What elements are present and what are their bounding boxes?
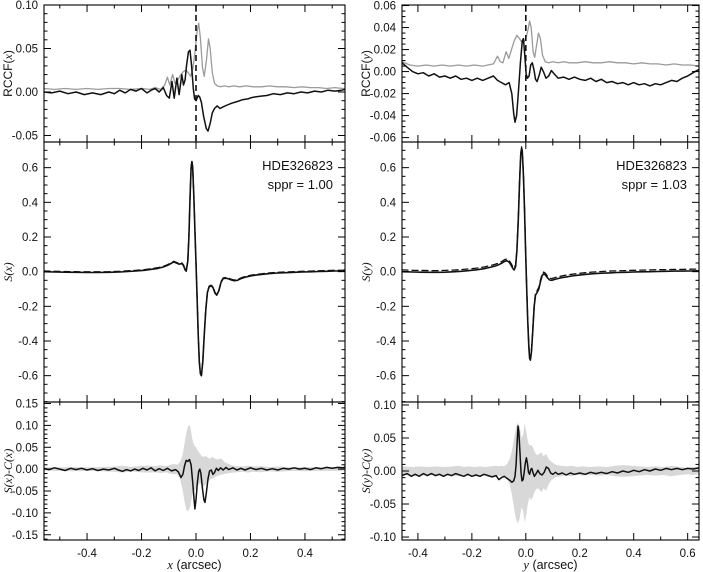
resid-x-xtick-label: 0.2 [242,548,258,560]
rccf-y-ytick-label: 0.02 [374,45,396,57]
resid-x-xtick-label: -0.4 [77,548,97,560]
rccf-x-reference-gray [44,22,345,91]
rccf-y-black [402,37,699,123]
s-x-ytick-label: 0.0 [22,267,38,279]
resid-x-xtick-label: 0.4 [297,548,314,560]
s-y-ytick-label: 0.2 [380,232,396,244]
s-x-ytick-label: -0.2 [18,301,38,313]
rccf-y-ytick-label: 0.06 [374,1,396,13]
rccf-y-ytick-label: -0.06 [370,133,396,145]
panel-resid-x: 0.15 0.10 0.05 0.00 -0.05 -0.10 -0.15 -0.4 -0.2 0… [1,399,346,572]
rccf-y-ytick-label: 0.00 [374,67,396,79]
rccf-x-ytick-label: 0.00 [16,87,38,99]
resid-y-axis-label-x: y (arcsec) [521,558,577,572]
s-y-ytick-label: 0.6 [380,163,396,175]
resid-x-ytick-label: 0.00 [16,464,38,476]
rccf-x-border [43,4,346,143]
s-x-axis-label-y: S(x) [1,262,15,281]
s-x-annotation: HDE326823 [262,158,333,173]
resid-y-xtick-label: 0.4 [626,548,643,560]
s-y-ytick-label: -0.2 [376,301,396,313]
resid-y-ytick-label: -0.05 [370,499,396,511]
s-x-ytick-label: 0.2 [22,232,38,244]
rccf-y-reference-gray [402,20,699,67]
resid-y-xtick-label: 0.2 [572,548,588,560]
resid-y-xtick-label: 0.6 [680,548,696,560]
resid-x-ytick-label: 0.10 [16,420,38,432]
resid-x-xtick-label: -0.2 [132,548,152,560]
s-y-axis-label-y: S(y) [359,262,373,281]
resid-x-border [43,401,346,541]
resid-y-ytick-label: 0.10 [374,400,396,412]
rccf-y-ytick-label: 0.04 [374,23,397,35]
resid-y-xtick-label: -0.2 [462,548,482,560]
resid-x-uncertainty-band [44,425,345,512]
s-x-observed [44,160,345,377]
rccf-x-axis-label-y: RCCF(x) [1,50,15,97]
resid-x-xtick-label: 0.0 [188,548,204,560]
s-y-annotation: sppr = 1.03 [622,177,687,192]
s-x-ytick-label: 0.6 [22,163,38,175]
resid-x-axis-label-x: x (arcsec) [166,558,221,572]
rccf-x-ytick-label: -0.05 [12,130,38,142]
resid-y-black [402,425,699,483]
panel-rccf-y: 0.06 0.04 0.02 0.00 -0.02 -0.04 -0.06 RCCF(y) [359,1,700,145]
resid-y-ytick-label: 0.05 [374,433,396,445]
resid-x-ytick-label: -0.15 [12,530,38,542]
s-x-ytick-label: -0.6 [18,371,38,383]
rccf-x-ytick-label: 0.10 [16,0,38,12]
panel-resid-y: 0.10 0.05 0.00 -0.05 -0.10 -0.4 -0.2 0.0 0.2 0.4 0… [359,400,700,572]
s-y-observed [402,147,699,361]
s-y-ytick-label: -0.6 [376,371,396,383]
resid-y-axis-label-y: S(y)-C(y) [359,449,373,494]
rccf-x-black [44,49,345,132]
panel-s-x: 0.6 0.4 0.2 0.0 -0.2 -0.4 -0.6 S(x) HDE326823 spp… [1,141,346,403]
rccf-y-ytick-label: -0.02 [370,89,396,101]
resid-x-ytick-label: 0.15 [16,399,38,411]
s-x-model-dashed [44,160,345,376]
resid-y-xtick-label: 0.0 [518,548,534,560]
s-y-ytick-label: 0.0 [380,267,396,279]
rccf-y-ytick-label: -0.04 [370,111,397,123]
resid-x-ytick-label: -0.10 [12,508,38,520]
resid-x-axis-label-y: S(x)-C(x) [1,449,15,494]
rccf-x-ytick-label: 0.05 [16,43,38,55]
resid-y-xtick-label: -0.4 [408,548,428,560]
s-y-annotation: HDE326823 [616,158,687,173]
resid-x-black [44,458,345,510]
resid-y-ytick-label: -0.10 [370,532,396,544]
resid-y-ytick-label: 0.00 [374,466,396,478]
panel-s-y: 0.6 0.4 0.2 0.0 -0.2 -0.4 -0.6 S(y) HDE326823 spp… [359,141,700,403]
s-x-ytick-label: 0.4 [22,197,39,209]
panel-rccf-x: 0.10 0.05 0.00 -0.05 RCCF(x) [1,0,346,143]
s-x-ytick-label: -0.4 [18,336,38,348]
rccf-y-axis-label-y: RCCF(y) [359,50,373,97]
s-y-ytick-label: 0.4 [380,197,397,209]
resid-x-ytick-label: -0.05 [12,486,38,498]
resid-x-ytick-label: 0.05 [16,442,38,454]
s-y-ytick-label: -0.4 [376,336,396,348]
s-y-model-dashed [402,146,699,359]
s-x-annotation: sppr = 1.00 [268,177,333,192]
